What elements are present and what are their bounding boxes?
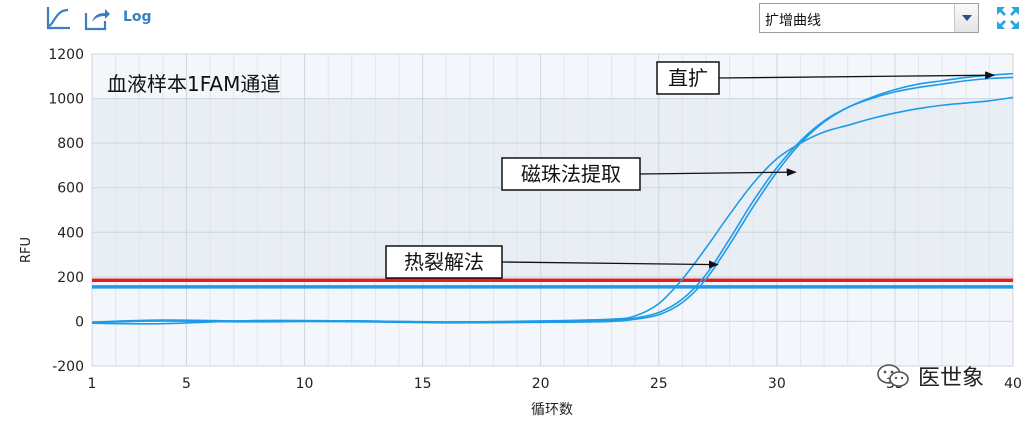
chart-title: 血液样本1FAM通道: [107, 72, 280, 96]
x-tick-label: 40: [1004, 376, 1022, 392]
x-axis-label: 循环数: [531, 402, 573, 418]
log-scale-button[interactable]: Log: [123, 9, 152, 25]
watermark-text: 医世象: [918, 366, 985, 391]
chevron-down-icon[interactable]: [954, 4, 978, 32]
annotation-label: 磁珠法提取: [521, 162, 621, 186]
x-tick-label: 15: [414, 376, 432, 392]
annotation-box: [656, 61, 720, 95]
curve-fit-icon[interactable]: [44, 4, 72, 32]
y-tick-label: -200: [52, 359, 84, 375]
annotation-arrow: [639, 168, 797, 177]
y-tick-label: 1000: [48, 92, 84, 108]
y-axis-label: RFU: [19, 237, 34, 263]
y-tick-label: 1200: [48, 47, 84, 63]
x-tick-label: 10: [296, 376, 314, 392]
annotation-arrow: [718, 71, 996, 80]
wechat-icon: [877, 364, 909, 387]
grid: [91, 53, 1014, 367]
y-tick-label: 400: [57, 225, 84, 241]
x-tick-label: 25: [650, 376, 668, 392]
y-tick-label: 600: [57, 181, 84, 197]
expand-icon[interactable]: [995, 5, 1021, 31]
annotation-label: 热裂解法: [404, 250, 484, 274]
annotation-arrow: [501, 260, 719, 269]
x-tick-label: 20: [532, 376, 550, 392]
series-line: [91, 72, 1014, 324]
annotation-box: [385, 245, 503, 279]
y-tick-label: 0: [75, 314, 84, 330]
x-tick-label: 30: [768, 376, 786, 392]
series-line: [91, 76, 1014, 324]
series-group: [91, 72, 1014, 325]
chart-type-select[interactable]: 扩增曲线: [759, 3, 979, 33]
thresholds: [92, 278, 1013, 289]
chart-type-select-value: 扩增曲线: [765, 13, 821, 29]
y-tick-label: 200: [57, 270, 84, 286]
toolbar: Log 扩增曲线: [0, 0, 1029, 40]
y-ticks: -200 0 200 400 600 800 1000 1200: [48, 47, 84, 375]
annotation-box: [501, 157, 641, 191]
x-tick-label: 5: [182, 376, 191, 392]
export-icon[interactable]: [83, 4, 111, 32]
annotation-label: 直扩: [668, 66, 708, 90]
x-tick-label: 1: [88, 376, 97, 392]
y-tick-label: 800: [57, 136, 84, 152]
